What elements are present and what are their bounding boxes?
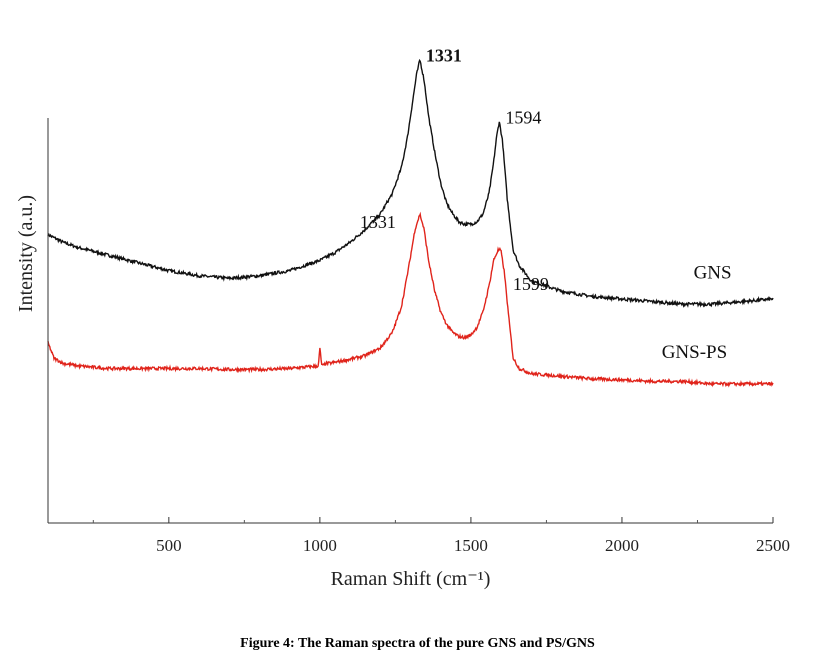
x-tick-label: 1000 [303, 536, 337, 555]
peak-label: 1331 [360, 212, 396, 232]
peak-annotations: 1331 1594 1331 1599 [360, 46, 549, 295]
x-tick-label: 2000 [605, 536, 639, 555]
plot-area [47, 58, 774, 388]
x-tick-label: 1500 [454, 536, 488, 555]
series-label-gns: GNS [694, 262, 732, 283]
series-line-gns [47, 58, 774, 309]
series-label-gns-ps: GNS-PS [662, 342, 727, 363]
figure-caption: Figure 4: The Raman spectra of the pure … [240, 636, 595, 651]
y-axis-label: Intensity (a.u.) [15, 195, 37, 312]
x-axis-ticks: 500 1000 1500 2000 2500 [92, 517, 790, 555]
peak-label: 1331 [426, 46, 462, 66]
x-tick-label: 500 [156, 536, 182, 555]
peak-label: 1599 [513, 274, 549, 294]
x-axis-label: Raman Shift (cm⁻¹) [331, 568, 491, 590]
series-labels: GNS GNS-PS [662, 262, 732, 363]
peak-label: 1594 [505, 107, 541, 127]
axes [47, 118, 773, 524]
series-line-gns-ps [47, 211, 774, 388]
x-tick-label: 2500 [756, 536, 790, 555]
